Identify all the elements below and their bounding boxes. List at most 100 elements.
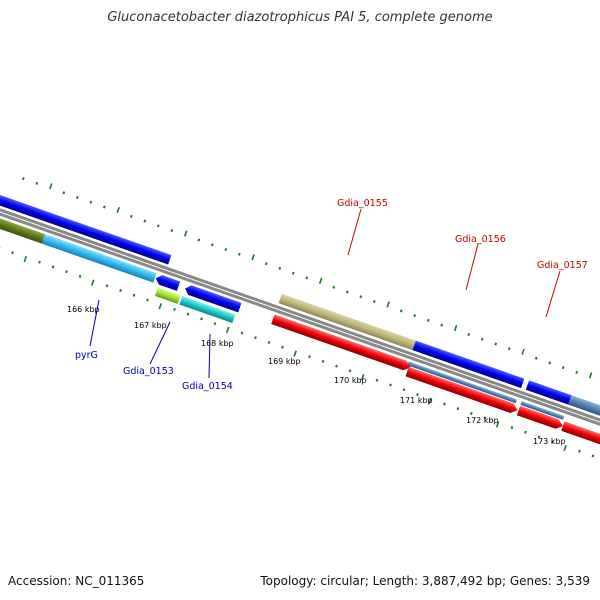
accession-text: Accession: NC_011365	[8, 574, 145, 588]
ruler-minor-tick	[551, 440, 554, 444]
gene-feature-gdia-0156[interactable]	[412, 340, 525, 389]
ruler-minor-tick	[78, 274, 82, 278]
gene-label-gdia-0153[interactable]: Gdia_0153	[123, 366, 174, 377]
ruler-minor-tick	[359, 295, 363, 299]
ruler-minor-tick	[224, 247, 228, 251]
ruler-minor-tick	[575, 370, 579, 374]
gene-label-gdia-0155[interactable]: Gdia_0155	[337, 198, 388, 209]
ruler-minor-tick	[440, 323, 444, 327]
ruler-minor-tick	[240, 331, 244, 335]
ruler-minor-tick	[561, 366, 565, 370]
ruler-major-tick	[251, 254, 255, 261]
ruler-major-tick	[386, 301, 390, 308]
gene-feature-gdia-0157[interactable]	[525, 380, 572, 405]
ruler-minor-tick	[548, 361, 552, 365]
ruler-minor-tick	[470, 411, 473, 415]
ruler-minor-tick	[372, 299, 376, 303]
ruler-minor-tick	[507, 347, 511, 351]
ruler-minor-tick	[456, 407, 460, 411]
ruler-minor-tick	[35, 181, 39, 185]
gene-feature-pyrG-region[interactable]	[0, 207, 46, 244]
ruler-minor-tick	[237, 252, 241, 256]
ruler-minor-tick	[264, 262, 268, 266]
ruler-minor-tick	[62, 191, 66, 195]
ruler-major-tick	[293, 350, 297, 357]
gene-feature-left-forward[interactable]	[0, 186, 61, 226]
gene-feature-reverse-steel-2[interactable]	[520, 401, 565, 420]
ruler-minor-tick	[321, 359, 325, 363]
ruler-minor-tick	[399, 309, 403, 313]
gene-feature-gdia-0154-forward[interactable]	[183, 284, 242, 313]
ruler-minor-tick	[345, 290, 349, 294]
ruler-major-tick	[495, 421, 500, 428]
gene-labels-reverse: pyrG Gdia_0153 Gdia_0154	[75, 299, 233, 392]
gene-feature-gdia-0155[interactable]	[278, 293, 416, 351]
ruler-major-tick	[23, 255, 28, 263]
ruler-label-171: 171 kbp	[400, 396, 433, 405]
outer-tick-track	[21, 177, 593, 379]
ruler-major-tick	[318, 277, 323, 284]
ruler-minor-tick	[348, 369, 352, 373]
ruler-minor-tick	[51, 265, 55, 269]
ruler-minor-tick	[483, 416, 487, 420]
gene-label-pyrG[interactable]: pyrG	[75, 350, 98, 361]
ruler-major-tick	[360, 374, 365, 381]
map-track-frame	[0, 177, 600, 458]
ruler-minor-tick	[89, 200, 93, 204]
ruler-minor-tick	[102, 205, 106, 209]
ruler-minor-tick	[281, 345, 284, 349]
gene-labels-forward: Gdia_0155 Gdia_0156 Gdia_0157	[337, 198, 588, 318]
gene-label-gdia-0154[interactable]: Gdia_0154	[182, 381, 233, 392]
ruler-minor-tick	[332, 285, 336, 289]
gene-feature-pyrG-adjacent-forward[interactable]	[51, 214, 172, 265]
ruler-label-168: 168 kbp	[201, 339, 234, 348]
leader-line-pyrG	[89, 299, 100, 347]
gene-feature-gdia-0156-reverse[interactable]	[405, 366, 520, 415]
gene-feature-gdia-0155-reverse[interactable]	[271, 314, 412, 373]
ruler-label-169: 169 kbp	[268, 357, 301, 366]
gene-feature-reverse-steel[interactable]	[407, 361, 518, 404]
ruler-minor-tick	[524, 430, 527, 434]
ruler-labels: 166 kbp 167 kbp 168 kbp 169 kbp 170 kbp …	[67, 305, 566, 446]
ruler-minor-tick	[291, 271, 295, 275]
gene-feature-reverse-right[interactable]	[561, 421, 600, 451]
ruler-minor-tick	[467, 333, 471, 337]
ruler-minor-tick	[38, 260, 41, 264]
gene-feature-gdia-0153[interactable]	[154, 287, 181, 304]
gene-feature-gdia-0157-reverse[interactable]	[516, 405, 565, 431]
ruler-minor-tick	[389, 383, 392, 387]
gene-label-gdia-0156[interactable]: Gdia_0156	[455, 234, 506, 245]
ruler-minor-tick	[75, 195, 79, 200]
ruler-minor-tick	[443, 402, 446, 406]
ruler-label-170: 170 kbp	[334, 376, 367, 385]
ruler-minor-tick	[426, 318, 430, 322]
ruler-major-tick	[116, 206, 120, 214]
ruler-label-166: 166 kbp	[67, 305, 100, 314]
ruler-minor-tick	[173, 307, 176, 311]
ruler-major-tick	[183, 230, 188, 237]
ruler-label-167: 167 kbp	[134, 321, 167, 330]
ruler-minor-tick	[510, 426, 514, 430]
ruler-minor-tick	[156, 224, 160, 228]
ruler-label-172: 172 kbp	[466, 416, 499, 425]
ruler-major-tick	[158, 303, 162, 310]
leader-line-gdia-0153	[149, 321, 171, 365]
ruler-minor-tick	[278, 266, 282, 270]
leader-line-gdia-0154	[208, 333, 211, 379]
ruler-major-tick	[48, 183, 53, 190]
gene-feature-gdia-0153-small[interactable]	[154, 274, 181, 291]
ruler-minor-tick	[11, 251, 14, 255]
reverse-strand	[0, 207, 600, 451]
ruler-minor-tick	[119, 288, 122, 293]
map-title: Gluconacetobacter diazotrophicus PAI 5, …	[107, 10, 493, 25]
gene-label-gdia-0157[interactable]: Gdia_0157	[537, 260, 588, 271]
gene-feature-gdia-0154[interactable]	[179, 296, 236, 324]
ruler-minor-tick	[416, 392, 419, 396]
ruler-minor-tick	[308, 355, 311, 359]
ruler-minor-tick	[591, 454, 595, 458]
ruler-minor-tick	[480, 337, 484, 341]
gene-feature-pyrG[interactable]	[41, 234, 157, 283]
leader-line-gdia-0155	[347, 208, 362, 256]
gene-feature-forward-right[interactable]	[568, 395, 600, 425]
